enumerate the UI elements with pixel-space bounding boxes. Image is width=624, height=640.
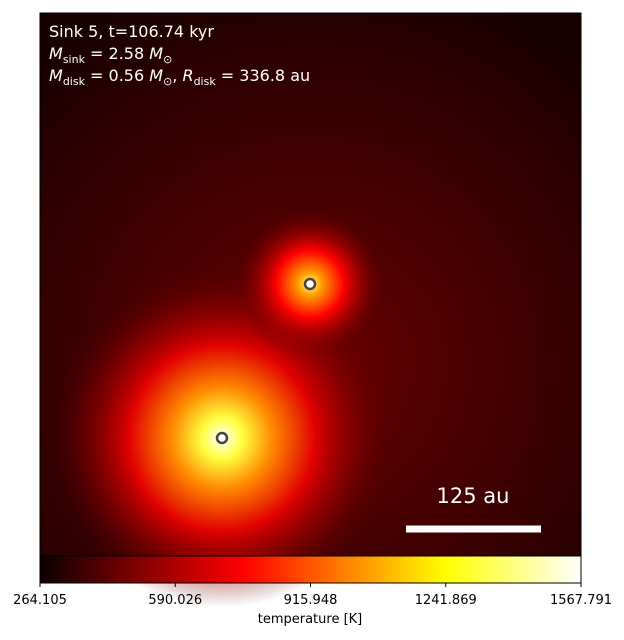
info-segment: R bbox=[182, 66, 193, 85]
info-segment: M bbox=[149, 66, 163, 85]
sink-marker bbox=[215, 431, 229, 445]
info-segment: = 2.58 bbox=[85, 44, 149, 63]
info-segment: , bbox=[172, 66, 182, 85]
tick-label: 590.026 bbox=[148, 593, 202, 608]
colorbar-label: temperature [K] bbox=[258, 612, 363, 627]
info-segment: = 336.8 au bbox=[216, 66, 310, 85]
colorbar-ticks: 264.105 590.026 915.948 1241.869 1567.791 bbox=[13, 583, 612, 608]
info-line: Mdisk = 0.56 M⊙, Rdisk = 336.8 au bbox=[49, 66, 310, 88]
info-segment: M bbox=[49, 44, 63, 63]
info-segment: disk bbox=[194, 75, 217, 88]
tick-label: 1567.791 bbox=[550, 593, 612, 608]
image: 125 au bbox=[39, 12, 582, 608]
info-segment: ⊙ bbox=[163, 53, 172, 66]
info-line: Msink = 2.58 M⊙ bbox=[49, 44, 172, 66]
info-segment: M bbox=[149, 44, 163, 63]
info-segment: sink bbox=[63, 53, 86, 66]
colorbar bbox=[39, 555, 582, 584]
tick-label: 1241.869 bbox=[415, 593, 477, 608]
info-segment: M bbox=[49, 66, 63, 85]
info-segment: ⊙ bbox=[163, 75, 172, 88]
tick-label: 264.105 bbox=[13, 593, 67, 608]
info-segment: Sink 5, t=106.74 kyr bbox=[49, 22, 214, 41]
info-segment: disk bbox=[63, 75, 86, 88]
tick-label: 915.948 bbox=[284, 593, 338, 608]
sink-marker bbox=[303, 277, 317, 291]
info-line: Sink 5, t=106.74 kyr bbox=[49, 22, 214, 41]
info-segment: = 0.56 bbox=[85, 66, 149, 85]
scale-bar-label: 125 au bbox=[437, 484, 510, 508]
